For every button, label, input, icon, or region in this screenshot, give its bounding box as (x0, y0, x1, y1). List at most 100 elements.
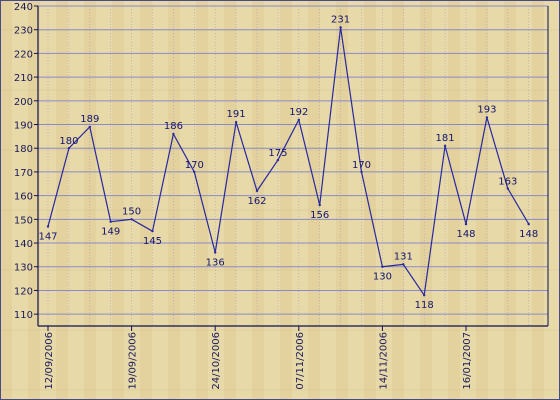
data-label: 147 (38, 231, 57, 242)
data-label: 231 (331, 14, 350, 25)
background-stripe (140, 0, 152, 400)
series-segment (298, 119, 321, 206)
series-segment (172, 133, 195, 173)
series-segment (193, 171, 216, 253)
data-point (360, 170, 363, 174)
series-segment (214, 122, 237, 253)
data-label: 131 (394, 251, 413, 262)
data-label: 180 (59, 136, 78, 147)
series-segment (110, 218, 132, 223)
y-tick-label: 170 (14, 168, 33, 179)
background-stripe (364, 0, 376, 400)
data-point (381, 265, 384, 268)
series-segment (68, 126, 91, 149)
background-stripe (168, 0, 180, 400)
y-tick-labels: 110 120 130 140 150 160 170 180 190 200 210 220 230 2… (14, 2, 38, 321)
x-tick-label: 24/10/2006 (211, 332, 222, 390)
x-tick-label: 07/11/2006 (295, 332, 306, 390)
data-point (214, 251, 217, 254)
series-segment (360, 171, 383, 267)
background-stripe (308, 0, 320, 400)
background-stripe (280, 0, 292, 400)
series-segment (340, 27, 363, 173)
series-segment (235, 121, 258, 192)
background-stripe (224, 0, 236, 400)
data-label: 193 (477, 104, 496, 115)
background-stripe (476, 0, 488, 400)
y-tick-label: 240 (14, 2, 33, 13)
x-tick-label: 16/01/2007 (462, 332, 473, 390)
background-stripe (84, 0, 96, 400)
data-point (423, 293, 426, 297)
background-stripe (0, 0, 12, 400)
axes (37, 6, 548, 327)
data-point (46, 225, 50, 228)
data-label: 145 (143, 236, 162, 247)
y-tick-label: 150 (14, 215, 33, 226)
background-stripe (392, 0, 404, 400)
y-tick-label: 110 (14, 310, 33, 321)
grid-lines (38, 5, 549, 326)
data-label: 181 (436, 133, 455, 144)
data-label: 186 (164, 121, 183, 132)
series-segment (382, 263, 404, 268)
series-segment (47, 148, 70, 227)
y-tick-label: 130 (14, 263, 33, 274)
data-point (443, 144, 447, 148)
data-label: 163 (498, 177, 517, 188)
data-label: 148 (519, 229, 538, 240)
x-tick-label: 12/09/2006 (44, 332, 55, 390)
series-segment (486, 117, 509, 189)
x-tick-label: 19/09/2006 (128, 332, 139, 390)
background-stripe (28, 0, 40, 400)
y-tick-label: 160 (14, 192, 33, 203)
x-tick-labels: 12/09/2006 19/09/2006 24/10/2006 07/11/2006… (44, 326, 473, 390)
background-stripe (112, 0, 124, 400)
background-stripe (504, 0, 516, 400)
data-point (485, 116, 489, 119)
series-segment (465, 117, 488, 225)
series-line-group (46, 26, 530, 297)
y-tick-label: 180 (14, 144, 33, 155)
series-segment (423, 145, 446, 296)
data-point (88, 125, 92, 129)
data-label: 148 (456, 229, 475, 240)
data-point (234, 120, 238, 124)
background-stripe (252, 0, 264, 400)
x-tick-label: 14/11/2006 (378, 332, 389, 390)
y-tick-label: 200 (14, 97, 33, 108)
series-segment (507, 188, 530, 225)
data-point (527, 222, 530, 226)
background-stripe (56, 0, 68, 400)
data-point (506, 187, 509, 190)
data-label: 175 (268, 148, 287, 159)
data-label: 170 (185, 160, 204, 171)
data-label: 191 (227, 109, 246, 120)
data-label: 150 (122, 206, 141, 217)
series-segment (131, 218, 153, 232)
data-point (464, 222, 468, 226)
y-tick-label: 220 (14, 49, 33, 60)
data-point (193, 170, 196, 174)
data-label: 162 (247, 196, 266, 207)
y-tick-label: 210 (14, 73, 33, 84)
y-tick-label: 190 (14, 121, 33, 132)
data-point (276, 158, 280, 162)
data-point (339, 26, 342, 29)
background-stripe (336, 0, 348, 400)
data-label: 130 (373, 272, 392, 283)
data-label: 189 (80, 114, 99, 125)
data-point (402, 263, 405, 266)
background-stripe (532, 0, 544, 400)
data-label: 136 (206, 258, 225, 269)
background-stripe (448, 0, 460, 400)
data-point (67, 147, 71, 150)
series-segment (89, 126, 112, 222)
y-tick-label: 120 (14, 286, 33, 297)
data-point (151, 229, 154, 233)
